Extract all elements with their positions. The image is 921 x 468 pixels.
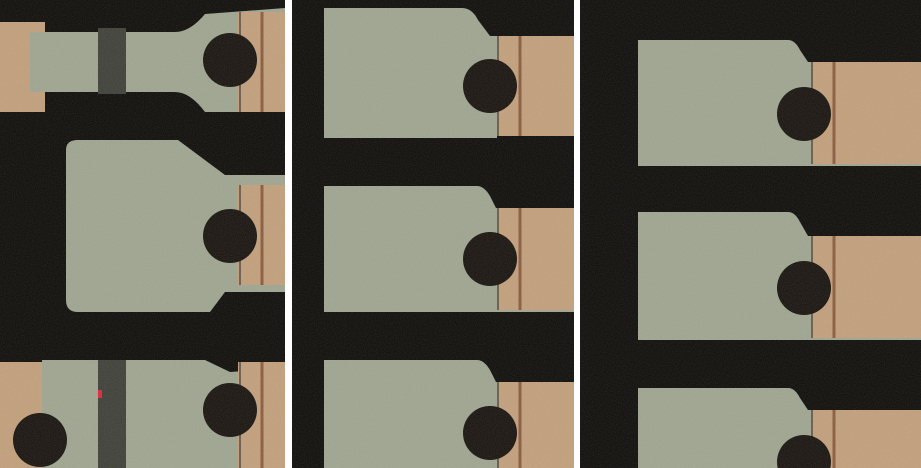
sensor-noise bbox=[0, 0, 285, 468]
micrograph-right-svg bbox=[580, 0, 921, 468]
micrograph-panel-left bbox=[0, 0, 285, 468]
sensor-noise bbox=[580, 0, 921, 468]
micrograph-panel-middle bbox=[292, 0, 574, 468]
micrograph-left-svg bbox=[0, 0, 285, 468]
micrograph-panel-right bbox=[580, 0, 921, 468]
panel-separator-2 bbox=[574, 0, 580, 468]
micrograph-middle-svg bbox=[292, 0, 574, 468]
sensor-noise bbox=[292, 0, 574, 468]
panel-separator-1 bbox=[285, 0, 292, 468]
